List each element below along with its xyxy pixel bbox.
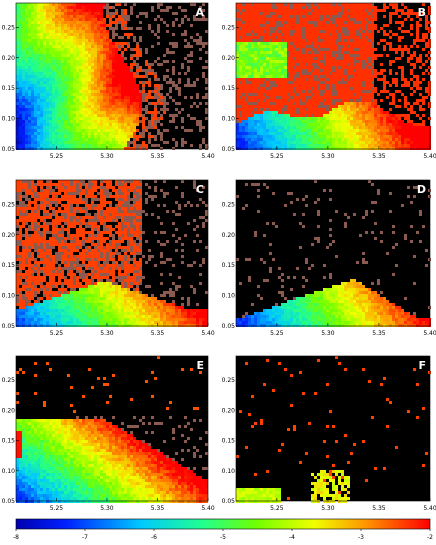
- heatmap-cells: [236, 3, 431, 150]
- x-tick-label: 5.25: [50, 505, 64, 512]
- panel-label: E: [196, 359, 204, 372]
- panel-label: C: [196, 183, 204, 196]
- x-tick-label: 5.40: [201, 153, 215, 160]
- colorbar-tick-label: -8: [13, 534, 19, 541]
- plot-frame: [235, 179, 431, 327]
- y-tick-label: 0.05: [222, 323, 236, 330]
- y-tick-label: 0.10: [222, 116, 236, 123]
- heatmap-cells: [16, 180, 208, 327]
- y-tick-label: 0.10: [222, 293, 236, 300]
- x-tick-label: 5.40: [423, 505, 436, 512]
- heatmap-cells: [236, 180, 431, 327]
- x-tick-label: 5.30: [321, 505, 335, 512]
- y-tick-label: 0.15: [2, 438, 16, 445]
- x-tick-label: 5.40: [423, 330, 436, 337]
- colorbar-tick-label: -7: [82, 534, 88, 541]
- x-tick-label: 5.30: [100, 153, 114, 160]
- colorbar-tick-label: -6: [151, 534, 157, 541]
- x-tick-label: 5.25: [50, 153, 64, 160]
- x-tick-label: 5.25: [270, 505, 284, 512]
- y-tick-label: 0.25: [2, 24, 16, 31]
- x-tick-label: 5.35: [151, 330, 165, 337]
- x-tick-label: 5.30: [100, 505, 114, 512]
- panel-e: 5.25 5.30 5.35 5.40 0.05 0.10 0.15 0.20 0.25 E: [2, 355, 215, 512]
- y-tick-label: 0.25: [222, 201, 236, 208]
- heatmap-cells: [16, 356, 208, 503]
- colorbar-gradient: [15, 518, 431, 530]
- panel-label: D: [417, 183, 426, 196]
- x-tick-label: 5.30: [100, 330, 114, 337]
- panel-c: 5.25 5.30 5.35 5.40 0.05 0.10 0.15 0.20 0.25 C: [2, 179, 215, 337]
- x-tick-label: 5.40: [423, 153, 436, 160]
- panel-label: A: [195, 6, 204, 19]
- colorbar-tick-label: -2: [427, 534, 433, 541]
- plot-frame: [15, 2, 209, 150]
- x-tick-label: 5.30: [321, 153, 335, 160]
- x-tick-label: 5.40: [201, 505, 215, 512]
- y-tick-label: 0.10: [2, 468, 16, 475]
- colorbar: -8 -7 -6 -5 -4 -3 -2: [13, 518, 433, 541]
- y-tick-label: 0.10: [2, 293, 16, 300]
- y-tick-label: 0.20: [222, 407, 236, 414]
- y-tick-label: 0.05: [2, 323, 16, 330]
- y-tick-label: 0.15: [2, 85, 16, 92]
- panel-a: 5.25 5.30 5.35 5.40 0.05 0.10 0.15 0.20 0.25 A: [2, 2, 215, 160]
- plot-frame: [15, 355, 209, 502]
- panel-d: 5.25 5.30 5.35 5.40 0.05 0.10 0.15 0.20 0.25 D: [222, 179, 436, 337]
- x-tick-label: 5.25: [270, 153, 284, 160]
- colorbar-tick-label: -3: [358, 534, 364, 541]
- y-tick-label: 0.05: [222, 146, 236, 153]
- x-tick-label: 5.35: [372, 330, 386, 337]
- panel-f: 5.25 5.30 5.35 5.40 0.05 0.10 0.15 0.20 0.25 F: [222, 355, 436, 512]
- x-tick-label: 5.35: [151, 505, 165, 512]
- y-tick-label: 0.15: [2, 262, 16, 269]
- x-tick-label: 5.30: [321, 330, 335, 337]
- x-tick-label: 5.25: [50, 330, 64, 337]
- y-tick-label: 0.25: [2, 377, 16, 384]
- plot-frame: [235, 2, 431, 150]
- heatmap-cells: [236, 356, 431, 503]
- y-tick-label: 0.20: [2, 55, 16, 62]
- y-tick-label: 0.20: [2, 407, 16, 414]
- y-tick-label: 0.10: [2, 116, 16, 123]
- y-tick-label: 0.20: [222, 232, 236, 239]
- x-tick-label: 5.25: [270, 330, 284, 337]
- panel-label: F: [418, 359, 426, 372]
- x-tick-label: 5.35: [151, 153, 165, 160]
- y-tick-label: 0.10: [222, 468, 236, 475]
- y-tick-label: 0.15: [222, 262, 236, 269]
- y-tick-label: 0.20: [2, 232, 16, 239]
- y-tick-label: 0.05: [2, 146, 16, 153]
- colorbar-tick-label: -4: [289, 534, 295, 541]
- y-tick-label: 0.15: [222, 85, 236, 92]
- x-tick-label: 5.35: [372, 505, 386, 512]
- y-tick-label: 0.05: [2, 498, 16, 505]
- panel-b: 5.25 5.30 5.35 5.40 0.05 0.10 0.15 0.20 0.25 B: [222, 2, 436, 160]
- colorbar-tick-label: -5: [220, 534, 226, 541]
- x-tick-label: 5.40: [201, 330, 215, 337]
- plot-frame: [235, 355, 431, 502]
- x-tick-label: 5.35: [372, 153, 386, 160]
- y-tick-label: 0.25: [2, 201, 16, 208]
- y-tick-label: 0.05: [222, 498, 236, 505]
- panel-label: B: [418, 6, 426, 19]
- y-tick-label: 0.20: [222, 55, 236, 62]
- plot-frame: [15, 179, 209, 327]
- y-tick-label: 0.25: [222, 24, 236, 31]
- heatmap-cells: [16, 3, 208, 150]
- y-tick-label: 0.25: [222, 377, 236, 384]
- y-tick-label: 0.15: [222, 438, 236, 445]
